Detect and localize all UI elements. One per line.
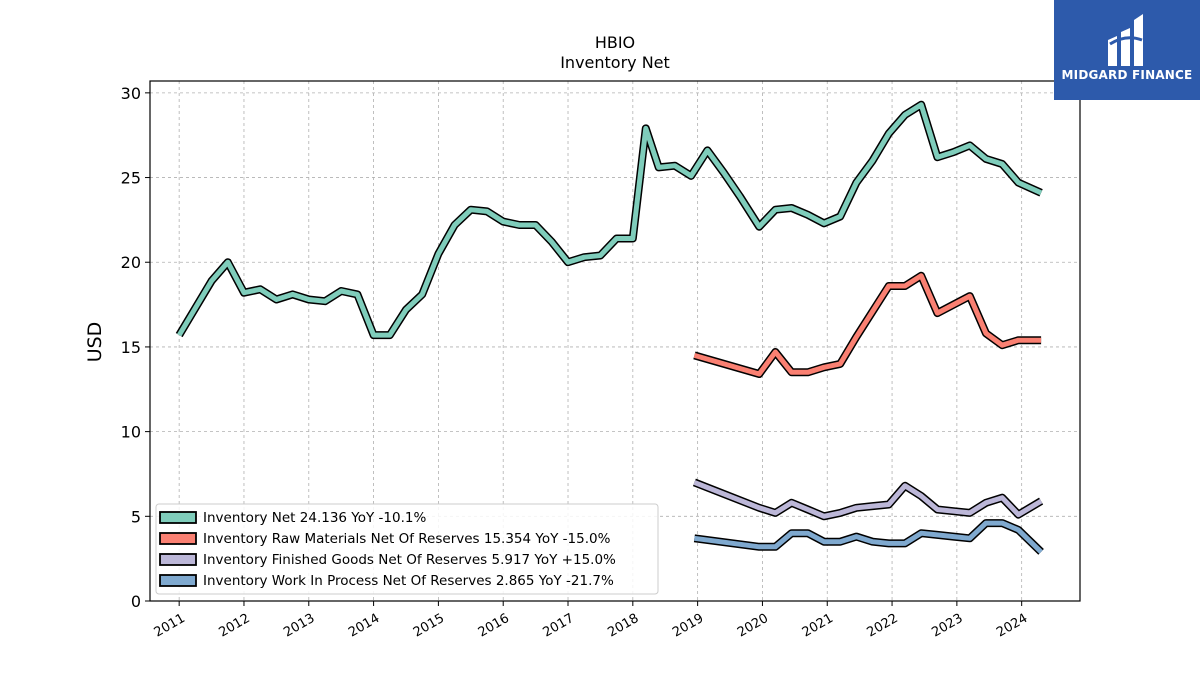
y-tick-label: 10: [121, 423, 141, 442]
x-tick-label: 2021: [800, 611, 836, 641]
series-stroke: [693, 273, 1042, 377]
legend-swatch: [159, 553, 197, 566]
y-tick-label: 25: [121, 169, 141, 188]
x-tick-label: 2018: [605, 611, 641, 641]
x-tick-label: 2012: [216, 611, 252, 641]
x-tick-label: 2016: [476, 611, 512, 641]
x-tick-label: 2013: [281, 611, 317, 641]
y-tick-label: 20: [121, 253, 141, 272]
series-stroke: [694, 520, 1043, 554]
series-line-3: [692, 478, 1044, 521]
series-line-4: [693, 519, 1044, 555]
x-tick-label: 2023: [929, 611, 965, 641]
midgard-finance-logo: MIDGARD FINANCE: [1054, 0, 1200, 100]
series-line-2: [693, 271, 1042, 378]
x-tick-label: 2011: [152, 611, 188, 641]
y-tick-label: 30: [121, 84, 141, 103]
legend-swatch: [159, 511, 197, 524]
y-axis-label: USD: [84, 322, 106, 363]
midgard-logo-icon: [1108, 14, 1143, 66]
chart-subtitle: Inventory Net: [560, 53, 670, 72]
x-tick-label: 2015: [411, 611, 447, 641]
chart-title: HBIO: [595, 33, 635, 52]
legend-label: Inventory Raw Materials Net Of Reserves …: [203, 531, 611, 547]
series-stroke: [177, 102, 1043, 338]
legend-frame: [155, 503, 659, 595]
series-layer: [175, 100, 1044, 555]
x-tick-label: 2017: [541, 611, 577, 641]
legend-label: Inventory Net 24.136 YoY -10.1%: [203, 510, 426, 526]
x-tick-label: 2014: [346, 611, 382, 641]
series-stroke: [693, 480, 1043, 519]
y-tick-label: 15: [121, 338, 141, 357]
series-outline: [693, 271, 1042, 378]
legend-label: Inventory Work In Process Net Of Reserve…: [203, 573, 614, 589]
legend: Inventory Net 24.136 YoY -10.1% Inventory…: [155, 503, 659, 595]
x-tick-label: 2019: [670, 611, 706, 641]
y-tick-label: 5: [131, 507, 141, 526]
legend-label: Inventory Finished Goods Net Of Reserves…: [203, 552, 616, 568]
legend-swatch: [159, 532, 197, 545]
x-tick-label: 2020: [735, 611, 771, 641]
series-line-1: [175, 100, 1043, 340]
logo-text: MIDGARD FINANCE: [1061, 68, 1193, 82]
legend-swatch: [159, 574, 197, 587]
plot-frame: [149, 80, 1081, 602]
x-tick-label: 2022: [865, 611, 901, 641]
y-tick-label: 0: [131, 592, 141, 611]
x-tick-label: 2024: [994, 611, 1030, 641]
